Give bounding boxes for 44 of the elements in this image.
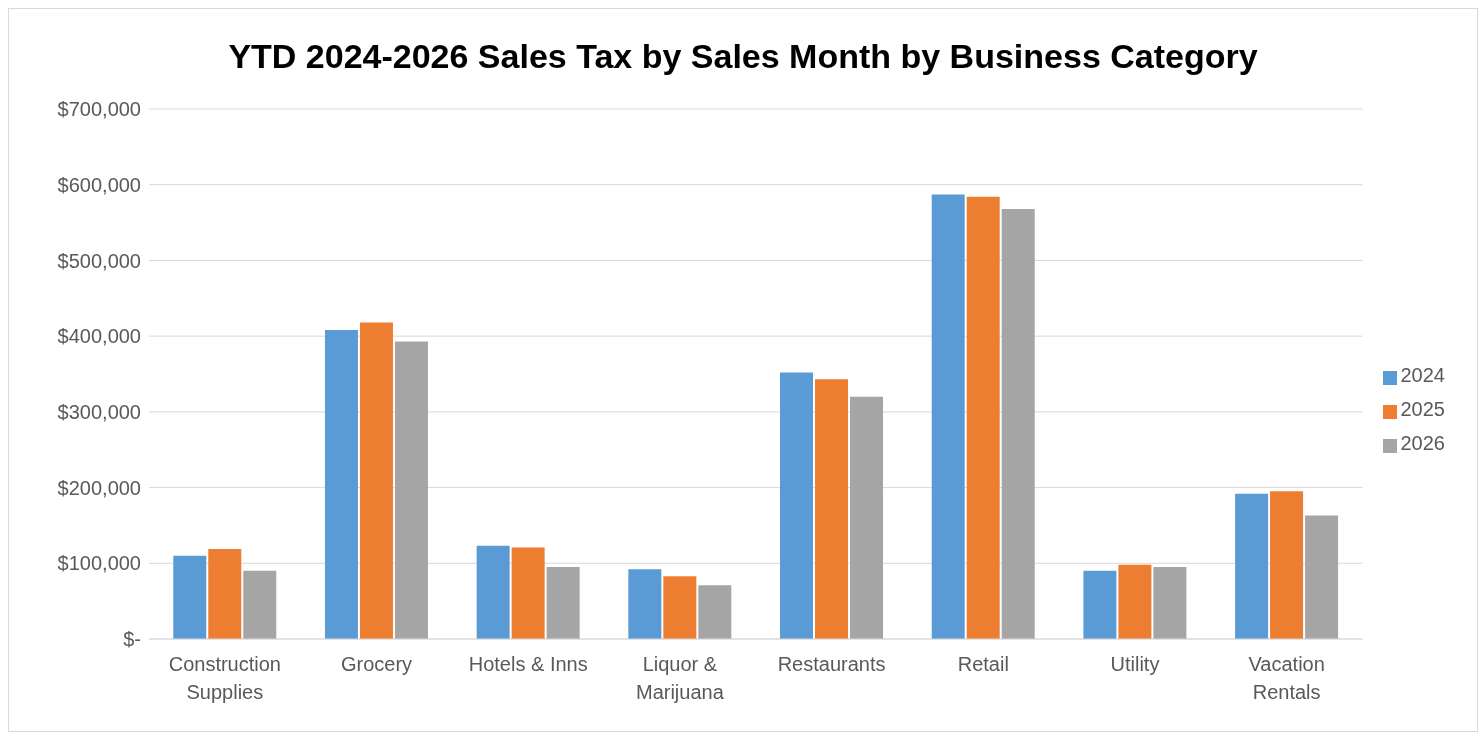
chart-title: YTD 2024-2026 Sales Tax by Sales Month by Business Category: [227, 36, 1259, 77]
x-tick-label: Construction Supplies: [168, 653, 281, 703]
x-tick-label: Restaurants: [777, 653, 886, 675]
bar: [546, 567, 580, 639]
bar: [1083, 570, 1117, 639]
bar: [1235, 493, 1269, 639]
bar: [511, 547, 545, 639]
y-tick-label: $300,000: [57, 400, 141, 423]
y-tick-label: $100,000: [57, 552, 141, 575]
bar: [243, 570, 277, 639]
x-tick-label: Utility: [1110, 653, 1160, 675]
bar: [1001, 208, 1035, 639]
bar: [850, 396, 884, 639]
bar: [966, 196, 1000, 639]
bar: [931, 194, 965, 639]
x-tick-label: Hotels & Inns: [468, 653, 588, 675]
bar: [815, 379, 849, 639]
legend-label: 2024: [1400, 364, 1445, 386]
x-tick-label: Retail: [957, 653, 1009, 675]
y-tick-label: $500,000: [57, 249, 141, 272]
bar: [1153, 567, 1187, 639]
bar: [476, 545, 510, 639]
bar: [394, 341, 428, 639]
bar: [780, 372, 814, 639]
x-tick-label: Grocery: [340, 653, 413, 675]
y-tick-label: $600,000: [57, 173, 141, 196]
bar: [698, 585, 732, 639]
bar: [1270, 491, 1304, 639]
bar: [208, 548, 242, 639]
legend-label: 2026: [1400, 432, 1445, 454]
bar: [173, 555, 207, 639]
bar: [1305, 515, 1339, 639]
bar: [1118, 564, 1152, 639]
legend-label: 2025: [1400, 398, 1445, 420]
x-tick-label: Vacation Rentals: [1248, 653, 1325, 703]
bar: [663, 576, 697, 639]
y-tick-label: $400,000: [57, 325, 141, 348]
y-tick-label: $700,000: [57, 98, 141, 121]
y-tick-label: $200,000: [57, 476, 141, 499]
bar: [628, 569, 662, 639]
bar: [359, 322, 393, 639]
x-tick-label: Liquor & Marijuana: [635, 653, 725, 703]
y-tick-label: $-: [123, 628, 141, 651]
bar: [324, 330, 358, 639]
